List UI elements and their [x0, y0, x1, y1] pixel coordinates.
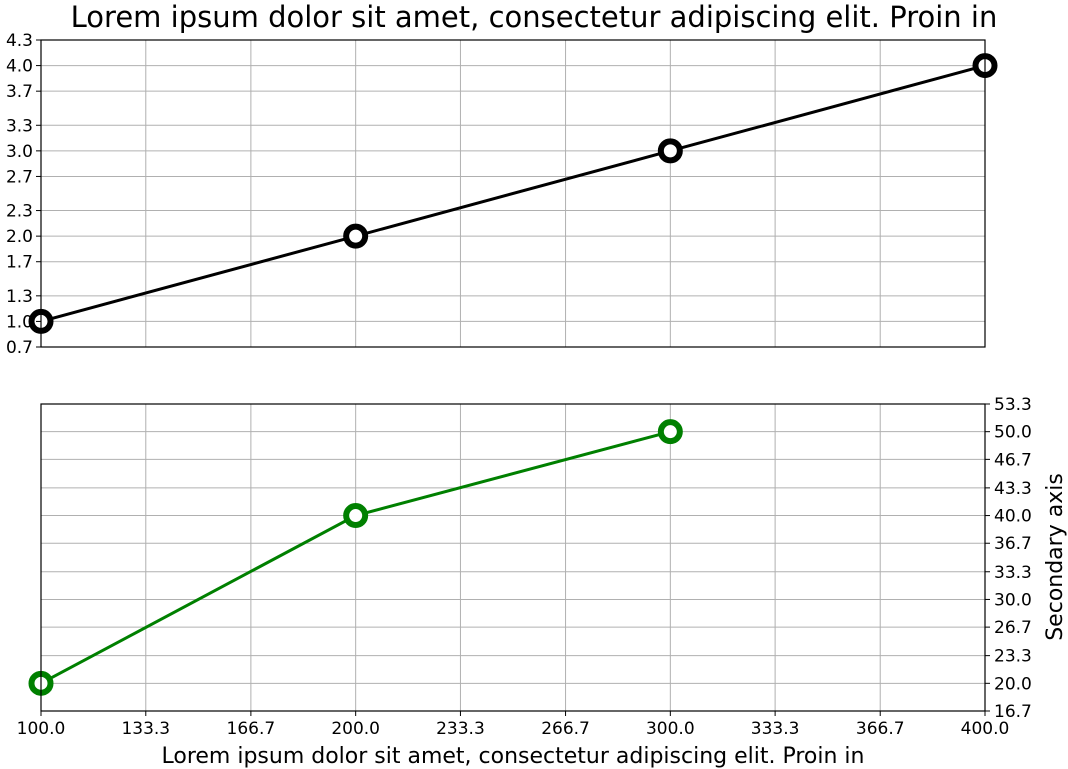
- y-tick-label: 1.0: [6, 312, 33, 332]
- y-tick-label: 2.0: [6, 227, 33, 247]
- secondary-y-tick-label: 53.3: [994, 395, 1032, 415]
- secondary-y-tick-label: 20.0: [994, 674, 1032, 694]
- data-point: [657, 138, 683, 164]
- bottom-chart-series: [28, 419, 683, 696]
- top-chart: 0.7 1.0 1.3 1.7 2.0 2.3 2.7 3.0 3.3 3.7 4.0 4.3 Lor…: [6, 0, 998, 358]
- x-tick-label: 400.0: [961, 719, 1010, 739]
- x-tick-label: 333.3: [751, 719, 800, 739]
- y-tick-label: 2.7: [6, 167, 33, 187]
- y-tick-label: 3.7: [6, 82, 33, 102]
- x-tick-label: 233.3: [436, 719, 485, 739]
- x-tick-label: 200.0: [331, 719, 380, 739]
- x-tick-label: 166.7: [227, 719, 276, 739]
- bottom-chart-y-ticks: 16.7 20.0 23.3 26.7 30.0 33.3 36.7 40.0 43.3 46.7…: [985, 395, 1032, 722]
- y-tick-label: 0.7: [6, 338, 33, 358]
- secondary-y-tick-label: 23.3: [994, 647, 1032, 667]
- data-point: [343, 503, 369, 529]
- x-tick-label: 133.3: [121, 719, 170, 739]
- secondary-y-tick-label: 43.3: [994, 479, 1032, 499]
- x-tick-label: 100.0: [17, 719, 66, 739]
- bottom-chart-grid: [40, 403, 986, 712]
- y-tick-label: 3.3: [6, 116, 33, 136]
- x-tick-label: 300.0: [646, 719, 695, 739]
- secondary-y-axis-title: Secondary axis: [1043, 473, 1068, 641]
- data-point: [657, 419, 683, 445]
- y-tick-label: 4.0: [6, 57, 33, 77]
- y-tick-label: 1.7: [6, 253, 33, 273]
- data-point: [343, 223, 369, 249]
- secondary-y-tick-label: 40.0: [994, 507, 1032, 527]
- chart-title: Lorem ipsum dolor sit amet, consectetur …: [71, 0, 998, 34]
- top-chart-frame: [40, 39, 986, 348]
- secondary-y-tick-label: 36.7: [994, 534, 1032, 554]
- y-tick-label: 2.3: [6, 202, 33, 222]
- y-tick-label: 1.3: [6, 287, 33, 307]
- secondary-y-tick-label: 50.0: [994, 423, 1032, 443]
- secondary-y-tick-label: 30.0: [994, 590, 1032, 610]
- secondary-y-tick-label: 16.7: [994, 702, 1032, 722]
- series-line: [40, 64, 986, 323]
- x-axis-title: Lorem ipsum dolor sit amet, consectetur …: [162, 744, 865, 769]
- y-tick-label: 4.3: [6, 31, 33, 51]
- y-tick-label: 3.0: [6, 142, 33, 162]
- secondary-y-tick-label: 46.7: [994, 450, 1032, 470]
- bottom-chart-frame: [40, 403, 986, 712]
- x-tick-label: 366.7: [856, 719, 905, 739]
- secondary-y-tick-label: 26.7: [994, 618, 1032, 638]
- secondary-y-tick-label: 33.3: [994, 563, 1032, 583]
- bottom-chart-x-ticks: 100.0 133.3 166.7 200.0 233.3 266.7 300.0 333.3…: [17, 711, 1010, 739]
- bottom-chart: 100.0 133.3 166.7 200.0 233.3 266.7 300.0 333.3…: [17, 395, 1068, 769]
- top-chart-y-ticks: 0.7 1.0 1.3 1.7 2.0 2.3 2.7 3.0 3.3 3.7 4.0 4.3: [6, 31, 41, 358]
- x-tick-label: 266.7: [541, 719, 590, 739]
